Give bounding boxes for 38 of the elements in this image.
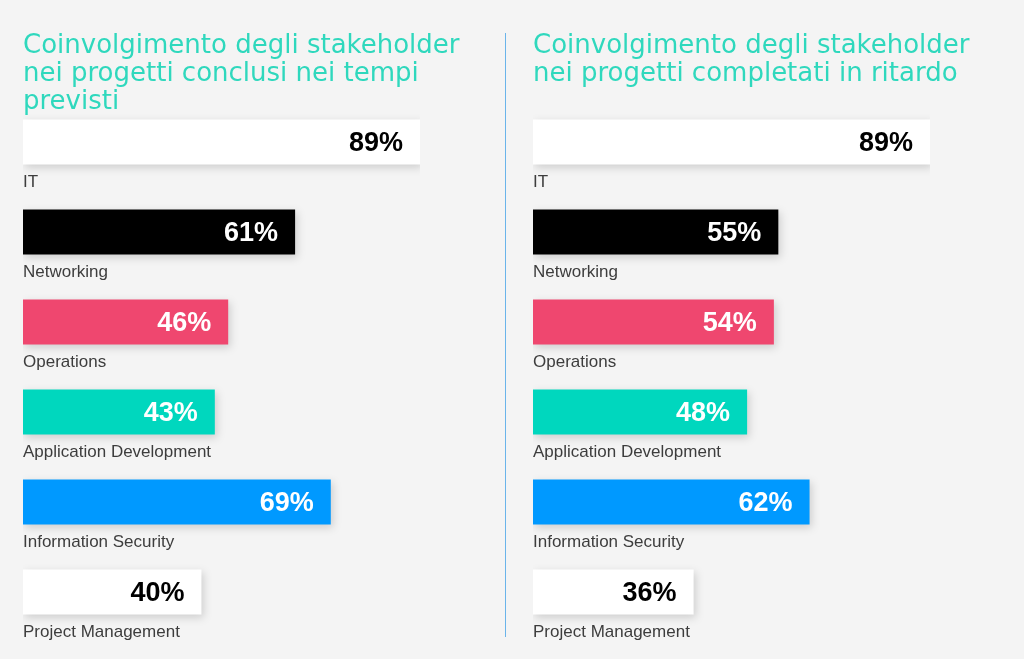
data-label: 55% [707, 217, 762, 247]
data-label: 62% [738, 487, 793, 517]
y-tick-label: Project Management [533, 621, 691, 641]
data-label: 89% [348, 127, 403, 157]
y-tick-label: Application Development [23, 441, 212, 461]
data-label: 89% [858, 127, 913, 157]
bar [533, 389, 748, 435]
data-label: 46% [157, 307, 212, 337]
data-label: 40% [130, 577, 185, 607]
bar [23, 569, 202, 615]
bar [533, 569, 694, 615]
bar [23, 479, 331, 525]
y-tick-label: Information Security [23, 531, 175, 551]
bar [23, 299, 229, 345]
y-tick-label: Operations [23, 351, 107, 371]
y-tick-label: Networking [533, 261, 619, 281]
bar [533, 209, 779, 255]
data-label: 54% [702, 307, 757, 337]
bar [23, 389, 215, 435]
y-tick-label: IT [533, 171, 549, 191]
data-label: 36% [622, 577, 677, 607]
y-tick-label: Application Development [533, 441, 722, 461]
bar [23, 209, 296, 255]
y-tick-label: IT [23, 171, 39, 191]
chart-title: Coinvolgimento degli stakeholder nei progetti completati in ritardo [533, 29, 971, 87]
y-tick-label: Information Security [533, 531, 685, 551]
chart-title: Coinvolgimento degli stakeholder nei progetti conclusi nei tempi previsti [23, 29, 461, 115]
bar [533, 479, 810, 525]
data-label: 61% [224, 217, 279, 247]
bar [533, 299, 774, 345]
data-label: 43% [143, 397, 198, 427]
y-tick-label: Project Management [23, 621, 181, 641]
y-tick-label: Networking [23, 261, 109, 281]
data-label: 69% [259, 487, 314, 517]
bar [23, 119, 420, 165]
bar [533, 119, 930, 165]
y-tick-label: Operations [533, 351, 617, 371]
data-label: 48% [676, 397, 731, 427]
